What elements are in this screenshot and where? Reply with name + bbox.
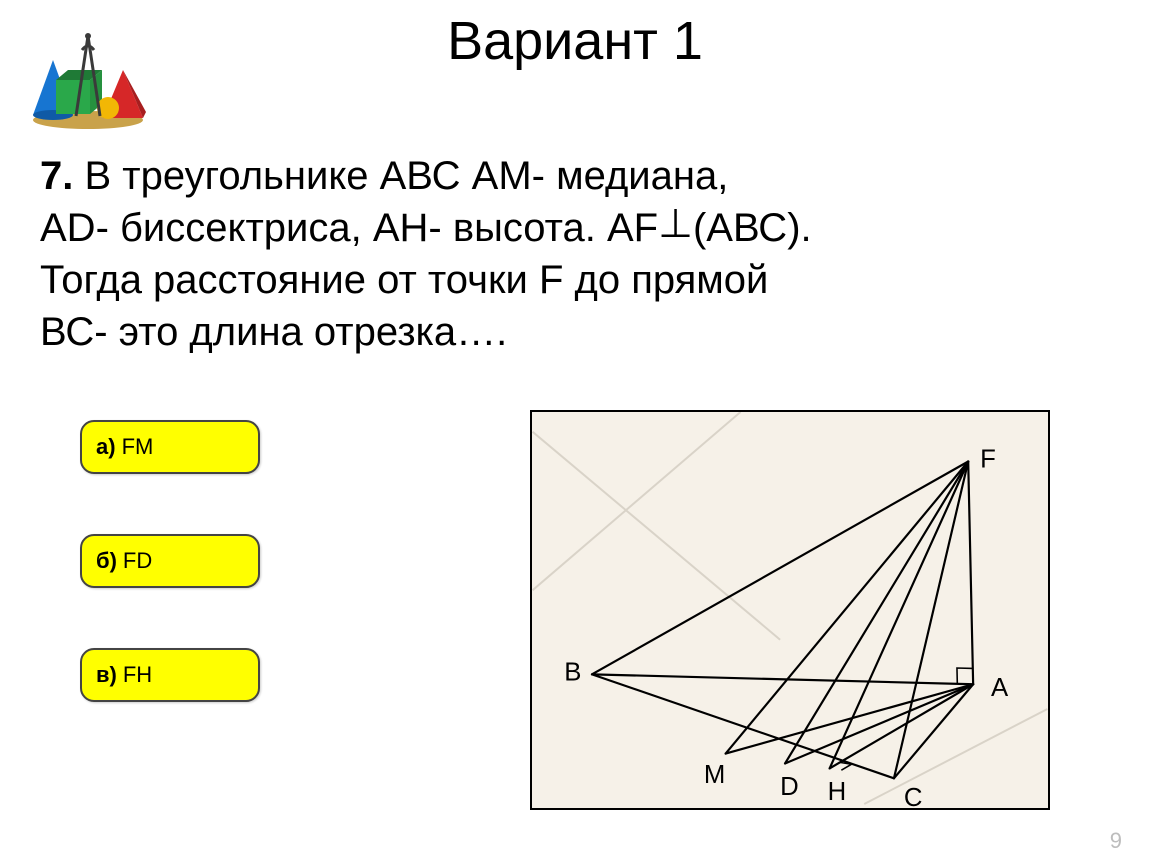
svg-text:D: D [780, 773, 799, 801]
q-line2b: (АВС). [693, 206, 812, 250]
svg-text:A: A [991, 674, 1009, 702]
svg-text:M: M [704, 761, 725, 789]
answer-text: FM [122, 434, 154, 460]
answer-letter: б) [96, 548, 117, 574]
q-line3: Тогда расстояние от точки F до прямой [40, 258, 768, 302]
problem-text: 7. В треугольнике АВС АМ- медиана, АD- б… [40, 150, 1090, 358]
svg-text:C: C [904, 784, 923, 808]
perp-symbol: ⊥ [658, 202, 693, 246]
svg-text:H: H [828, 778, 847, 806]
answer-letter: в) [96, 662, 117, 688]
svg-text:F: F [980, 445, 996, 473]
answer-option-a[interactable]: а) FM [80, 420, 260, 474]
q-line1: В треугольнике АВС АМ- медиана, [73, 154, 728, 198]
faint-guides [533, 412, 1048, 804]
page-title: Вариант 1 [0, 10, 1150, 72]
answers-list: а) FM б) FD в) FH [80, 420, 260, 702]
question-number: 7. [40, 154, 73, 198]
answer-letter: а) [96, 434, 116, 460]
answer-text: FH [123, 662, 152, 688]
geometry-diagram: F A B M D H C [530, 410, 1050, 810]
svg-text:B: B [564, 658, 581, 686]
cube-shape [56, 80, 90, 114]
page-number: 9 [1110, 828, 1122, 854]
q-line2a: АD- биссектриса, АН- высота. АF [40, 206, 658, 250]
answer-option-c[interactable]: в) FH [80, 648, 260, 702]
answer-text: FD [123, 548, 152, 574]
answer-option-b[interactable]: б) FD [80, 534, 260, 588]
q-line4: ВС- это длина отрезка…. [40, 310, 507, 354]
